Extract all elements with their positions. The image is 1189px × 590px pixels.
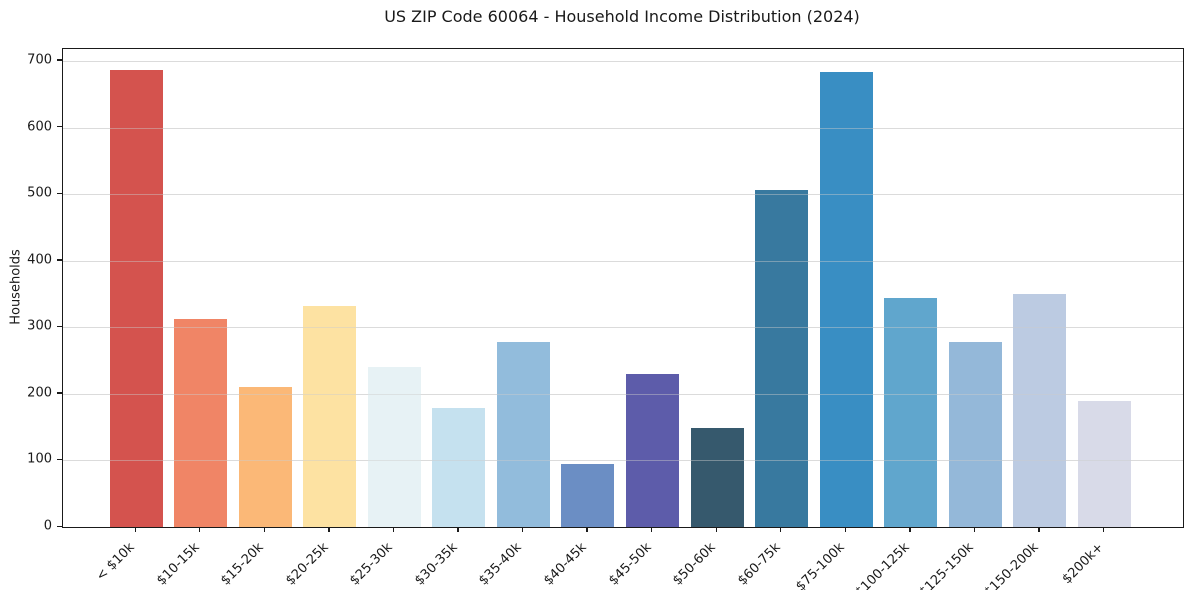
- x-tick-label: $50-60k: [670, 540, 719, 589]
- chart-title: US ZIP Code 60064 - Household Income Dis…: [384, 7, 860, 26]
- x-tick-label: $25-30k: [347, 540, 396, 589]
- bar: [626, 373, 680, 527]
- y-tick-label: 100: [27, 451, 52, 467]
- y-tick-label: 500: [27, 185, 52, 201]
- x-tick-mark: [457, 527, 459, 532]
- bar: [1078, 400, 1132, 527]
- bar: [884, 297, 938, 527]
- x-tick-mark: [134, 527, 136, 532]
- x-tick-mark: [1103, 527, 1105, 532]
- bar: [238, 387, 292, 527]
- y-tick-mark: [57, 259, 62, 261]
- bar: [561, 463, 615, 527]
- y-tick-label: 300: [27, 318, 52, 334]
- bar: [496, 341, 550, 527]
- y-tick-label: 200: [27, 385, 52, 401]
- y-tick-mark: [57, 458, 62, 461]
- x-tick-mark: [328, 527, 330, 532]
- x-tick-label: $15-20k: [218, 540, 267, 589]
- bar: [174, 319, 228, 527]
- bar: [948, 341, 1002, 527]
- y-tick-mark: [57, 525, 62, 527]
- plot-area: [62, 48, 1184, 528]
- gridline: [63, 460, 1183, 462]
- gridline: [63, 60, 1183, 62]
- bar: [432, 408, 486, 527]
- gridline: [63, 460, 1183, 462]
- gridline: [63, 194, 1183, 196]
- x-tick-label: $40-45k: [541, 540, 590, 589]
- y-tick-mark: [57, 325, 62, 328]
- x-tick-label: $60-75k: [734, 540, 784, 589]
- x-tick-label: $125-150k: [916, 540, 978, 590]
- x-tick-mark: [586, 527, 588, 532]
- gridline: [63, 127, 1183, 129]
- x-tick-mark: [844, 527, 847, 532]
- gridline: [63, 260, 1183, 262]
- x-tick-label: $10-15k: [153, 540, 203, 589]
- y-tick-label: 0: [43, 518, 52, 534]
- gridline: [63, 194, 1183, 196]
- y-tick-mark: [57, 126, 62, 128]
- y-tick-label: 400: [27, 252, 52, 268]
- bar: [1013, 293, 1067, 527]
- x-tick-mark: [1038, 527, 1040, 532]
- x-tick-label: $150-200k: [981, 540, 1042, 590]
- x-tick-mark: [780, 527, 782, 532]
- gridline: [63, 393, 1183, 395]
- gridline: [63, 260, 1183, 262]
- x-tick-label: < $10k: [93, 540, 138, 585]
- x-tick-mark: [973, 527, 976, 532]
- bar: [109, 69, 163, 527]
- y-tick-label: 700: [27, 52, 52, 68]
- x-tick-label: $35-40k: [476, 540, 526, 589]
- x-tick-mark: [263, 527, 265, 532]
- y-tick-mark: [57, 192, 62, 194]
- bar: [367, 367, 421, 527]
- x-tick-label: $20-25k: [282, 540, 332, 589]
- gridline: [63, 393, 1183, 395]
- x-tick-label: $30-35k: [411, 540, 461, 589]
- x-tick-label: $100-125k: [852, 540, 913, 590]
- bar: [755, 190, 809, 527]
- bar: [690, 428, 744, 527]
- x-tick-label: $45-50k: [605, 540, 655, 589]
- gridline: [63, 327, 1183, 329]
- y-tick-mark: [57, 392, 62, 394]
- bar: [819, 71, 873, 527]
- x-tick-mark: [521, 527, 524, 532]
- x-tick-mark: [909, 527, 911, 532]
- x-tick-mark: [715, 527, 717, 532]
- gridline: [63, 127, 1183, 129]
- y-tick-label: 600: [27, 119, 52, 135]
- y-tick-mark: [57, 59, 62, 61]
- x-tick-mark: [199, 527, 201, 532]
- bar: [303, 305, 357, 527]
- gridline: [63, 327, 1183, 329]
- x-tick-mark: [392, 527, 395, 532]
- gridline: [63, 60, 1183, 62]
- y-axis-label: Households: [8, 249, 24, 325]
- x-tick-label: $200k+: [1059, 540, 1107, 588]
- x-tick-label: $75-100k: [793, 540, 848, 590]
- x-tick-mark: [651, 527, 653, 532]
